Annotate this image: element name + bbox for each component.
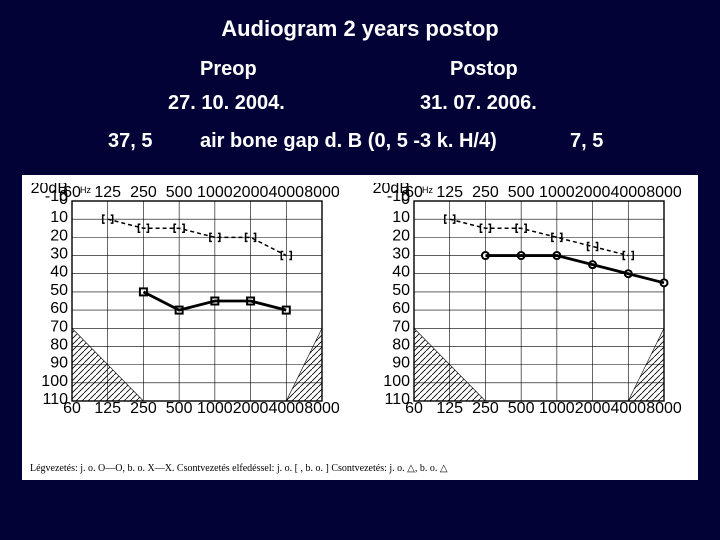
svg-text:70: 70 bbox=[392, 318, 410, 335]
svg-text:Hz: Hz bbox=[80, 185, 91, 195]
svg-text:250: 250 bbox=[130, 184, 157, 201]
svg-text:90: 90 bbox=[50, 355, 68, 372]
svg-text:1000: 1000 bbox=[539, 184, 575, 201]
svg-text:Hz: Hz bbox=[422, 185, 433, 195]
svg-text:-10: -10 bbox=[45, 188, 68, 205]
svg-text:4000: 4000 bbox=[610, 400, 646, 417]
svg-text:50: 50 bbox=[392, 282, 410, 299]
svg-text:125: 125 bbox=[436, 184, 463, 201]
svg-text:10: 10 bbox=[50, 209, 68, 226]
svg-text:8000: 8000 bbox=[304, 400, 340, 417]
svg-text:100: 100 bbox=[41, 373, 68, 390]
svg-text:8000: 8000 bbox=[646, 400, 682, 417]
svg-text:8000: 8000 bbox=[646, 184, 682, 201]
svg-text:250: 250 bbox=[472, 184, 499, 201]
svg-text:110: 110 bbox=[384, 391, 410, 408]
svg-text:1000: 1000 bbox=[539, 400, 575, 417]
svg-text:500: 500 bbox=[508, 184, 535, 201]
date-preop: 27. 10. 2004. bbox=[168, 92, 285, 115]
svg-text:40: 40 bbox=[50, 264, 68, 281]
svg-text:60: 60 bbox=[50, 300, 68, 317]
legend-bottom: Légvezetés: j. o. O—O, b. o. X—X. Csontv… bbox=[30, 463, 448, 474]
svg-text:90: 90 bbox=[392, 355, 410, 372]
date-postop: 31. 07. 2006. bbox=[420, 92, 537, 115]
svg-text:80: 80 bbox=[392, 336, 410, 353]
svg-text:500: 500 bbox=[166, 184, 193, 201]
gap-value-postop: 7, 5 bbox=[570, 130, 603, 153]
svg-text:10: 10 bbox=[392, 209, 410, 226]
gap-label: air bone gap d. B (0, 5 -3 k. H/4) bbox=[200, 130, 497, 153]
svg-text:80: 80 bbox=[50, 336, 68, 353]
svg-text:125: 125 bbox=[94, 184, 121, 201]
svg-text:30: 30 bbox=[392, 246, 410, 263]
svg-text:125: 125 bbox=[94, 400, 121, 417]
svg-text:1000: 1000 bbox=[197, 184, 233, 201]
slide: { "title": "Audiogram 2 years postop", "… bbox=[0, 0, 720, 540]
chart-panel: 6060125125250250500500100010002000200040… bbox=[22, 175, 698, 480]
svg-text:100: 100 bbox=[383, 373, 410, 390]
svg-text:110: 110 bbox=[42, 391, 68, 408]
svg-text:70: 70 bbox=[50, 318, 68, 335]
label-preop: Preop bbox=[200, 58, 257, 81]
svg-text:8000: 8000 bbox=[304, 184, 340, 201]
svg-text:-10: -10 bbox=[387, 188, 410, 205]
svg-text:125: 125 bbox=[436, 400, 463, 417]
svg-text:250: 250 bbox=[472, 400, 499, 417]
svg-text:40: 40 bbox=[392, 264, 410, 281]
svg-text:20: 20 bbox=[392, 227, 410, 244]
svg-text:250: 250 bbox=[130, 400, 157, 417]
svg-text:500: 500 bbox=[508, 400, 535, 417]
svg-text:2000: 2000 bbox=[575, 184, 611, 201]
svg-text:60: 60 bbox=[392, 300, 410, 317]
svg-text:2000: 2000 bbox=[233, 184, 269, 201]
svg-text:4000: 4000 bbox=[610, 184, 646, 201]
svg-text:50: 50 bbox=[50, 282, 68, 299]
svg-text:500: 500 bbox=[166, 400, 193, 417]
audiogram-preop: 6060125125250250500500100010002000200040… bbox=[30, 183, 350, 423]
label-postop: Postop bbox=[450, 58, 518, 81]
audiogram-postop: 6060125125250250500500100010002000200040… bbox=[372, 183, 692, 423]
svg-text:4000: 4000 bbox=[268, 184, 304, 201]
page-title: Audiogram 2 years postop bbox=[0, 16, 720, 42]
svg-text:2000: 2000 bbox=[233, 400, 269, 417]
svg-text:2000: 2000 bbox=[575, 400, 611, 417]
svg-text:20: 20 bbox=[50, 227, 68, 244]
svg-text:4000: 4000 bbox=[268, 400, 304, 417]
svg-text:1000: 1000 bbox=[197, 400, 233, 417]
gap-value-preop: 37, 5 bbox=[108, 130, 152, 153]
svg-text:30: 30 bbox=[50, 246, 68, 263]
